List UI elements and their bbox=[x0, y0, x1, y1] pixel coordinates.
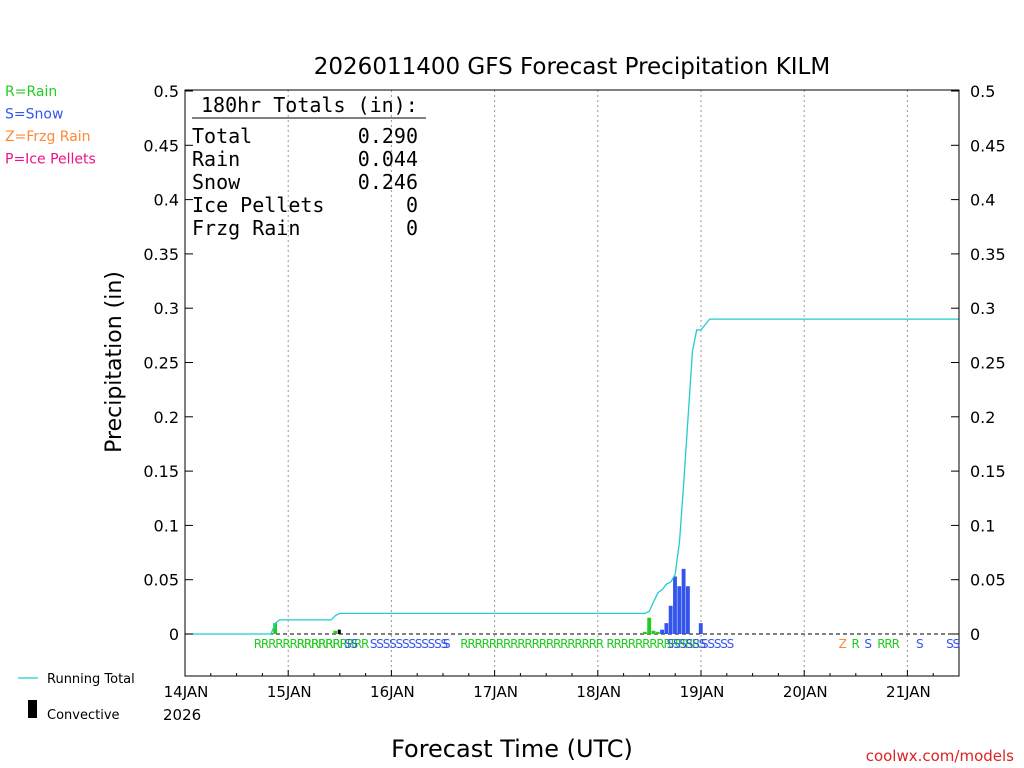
y-tick-label-right: 0.1 bbox=[970, 516, 995, 535]
y-tick-label-right: 0.3 bbox=[970, 299, 995, 318]
precip-type-marker: RRRRRRRRRRRRRRRRRRRR bbox=[460, 637, 604, 651]
y-tick-label-left: 0.3 bbox=[154, 299, 179, 318]
chart-title: 2026011400 GFS Forecast Precipitation KI… bbox=[314, 54, 830, 80]
precip-type-marker: SSSSSS bbox=[667, 637, 706, 651]
totals-row-value: 0 bbox=[406, 193, 418, 217]
x-tick-label: 18JAN bbox=[576, 683, 621, 701]
y-tick-label-right: 0.15 bbox=[970, 462, 1006, 481]
x-tick-label: 20JAN bbox=[783, 683, 828, 701]
type-legend-entry: S=Snow bbox=[5, 107, 63, 123]
totals-row-label: Frzg Rain bbox=[192, 216, 300, 240]
precip-type-marker: RRR bbox=[877, 637, 899, 651]
type-legend-entry: P=Ice Pellets bbox=[5, 152, 96, 168]
totals-row-label: Total bbox=[192, 124, 252, 148]
precip-bar bbox=[333, 630, 338, 634]
precip-bar bbox=[677, 586, 682, 634]
x-tick-label: 17JAN bbox=[473, 683, 518, 701]
year-label: 2026 bbox=[163, 706, 201, 724]
precip-type-marker: SSSSS bbox=[701, 637, 734, 651]
y-axis-label: Precipitation (in) bbox=[102, 271, 127, 453]
precip-type-marker: Z bbox=[839, 637, 847, 651]
precip-type-marker: RRRRRRRRRR bbox=[297, 637, 369, 651]
watermark: coolwx.com/models bbox=[866, 747, 1014, 765]
y-tick-label-left: 0.2 bbox=[154, 408, 179, 427]
x-tick-label: 16JAN bbox=[370, 683, 415, 701]
precip-bar bbox=[668, 605, 673, 634]
precip-bar bbox=[660, 629, 665, 634]
precip-bar bbox=[673, 576, 677, 634]
running-total-line bbox=[185, 318, 959, 635]
precip-bar bbox=[685, 586, 690, 634]
precip-bar bbox=[647, 617, 652, 634]
y-tick-label-right: 0.25 bbox=[970, 354, 1006, 373]
totals-row-label: Rain bbox=[192, 147, 240, 171]
precip-bar bbox=[651, 630, 656, 634]
y-tick-label-left: 0.15 bbox=[143, 462, 179, 481]
totals-row-value: 0.290 bbox=[358, 124, 418, 148]
precip-type-marker: S bbox=[864, 637, 871, 651]
y-tick-label-left: 0.45 bbox=[143, 136, 179, 155]
convective-bar bbox=[337, 629, 341, 634]
precip-bar bbox=[681, 568, 686, 634]
y-tick-label-left: 0.05 bbox=[143, 571, 179, 590]
totals-row-value: 0 bbox=[406, 216, 418, 240]
y-tick-label-right: 0.2 bbox=[970, 408, 995, 427]
precip-bar bbox=[273, 623, 278, 634]
precip-type-marker: S bbox=[443, 637, 450, 651]
y-tick-label-left: 0.25 bbox=[143, 354, 179, 373]
y-tick-label-left: 0.4 bbox=[154, 191, 179, 210]
precip-type-marker: S bbox=[916, 637, 923, 651]
precip-bar bbox=[642, 631, 647, 634]
type-legend-entry: R=Rain bbox=[5, 84, 57, 100]
x-axis-label: Forecast Time (UTC) bbox=[391, 735, 633, 763]
x-tick-label: 19JAN bbox=[680, 683, 725, 701]
bottom-legend-label: Convective bbox=[47, 708, 120, 723]
bottom-legend-label: Running Total bbox=[47, 672, 135, 687]
precip-type-marker: RRRRRRRRRRRRR bbox=[606, 637, 700, 651]
precip-bar bbox=[664, 623, 669, 634]
y-tick-label-right: 0.05 bbox=[970, 571, 1006, 590]
precip-type-marker: SS bbox=[344, 637, 357, 651]
y-tick-label-left: 0.1 bbox=[154, 516, 179, 535]
y-tick-label-right: 0.45 bbox=[970, 136, 1006, 155]
y-tick-label-right: 0.5 bbox=[970, 82, 995, 101]
totals-row-value: 0.044 bbox=[358, 147, 418, 171]
totals-title: 180hr Totals (in): bbox=[201, 93, 418, 117]
convective-legend-swatch bbox=[28, 700, 37, 718]
type-legend-entry: Z=Frzg Rain bbox=[5, 129, 91, 145]
totals-row-label: Ice Pellets bbox=[192, 193, 324, 217]
y-tick-label-right: 0.35 bbox=[970, 245, 1006, 264]
precip-type-marker: SSSSSSSSSSSS bbox=[370, 637, 448, 651]
y-tick-label-left: 0.35 bbox=[143, 245, 179, 264]
y-tick-label-right: 0 bbox=[970, 625, 980, 644]
y-tick-label-left: 0.5 bbox=[154, 82, 179, 101]
precip-bar bbox=[698, 623, 703, 634]
x-tick-label: 15JAN bbox=[267, 683, 312, 701]
x-tick-label: 14JAN bbox=[164, 683, 209, 701]
precip-type-marker: R bbox=[852, 637, 860, 651]
totals-row-label: Snow bbox=[192, 170, 241, 194]
x-tick-label: 21JAN bbox=[886, 683, 931, 701]
y-tick-label-left: 0 bbox=[169, 625, 179, 644]
y-tick-label-right: 0.4 bbox=[970, 191, 995, 210]
totals-row-value: 0.246 bbox=[358, 170, 418, 194]
precip-type-marker: RRRRRRRRRRRRR bbox=[254, 637, 348, 651]
plot-frame bbox=[184, 89, 960, 677]
precip-bar bbox=[655, 631, 660, 634]
precip-type-marker: SS bbox=[946, 637, 959, 651]
